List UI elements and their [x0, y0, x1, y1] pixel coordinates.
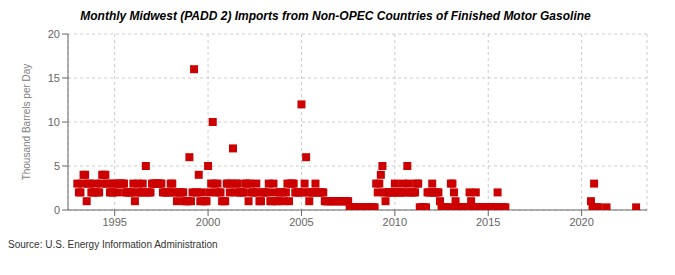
svg-text:2010: 2010	[383, 216, 407, 228]
svg-text:2000: 2000	[196, 216, 220, 228]
svg-text:1995: 1995	[102, 216, 126, 228]
svg-text:15: 15	[48, 72, 60, 84]
svg-text:2015: 2015	[476, 216, 500, 228]
html-text:Source: U.S. Energy Informatio: Source: U.S. Energy Information Administ…	[8, 239, 218, 250]
svg-text:2020: 2020	[569, 216, 593, 228]
svg-text:5: 5	[54, 160, 60, 172]
svg-text:Thousand Barrels per Day: Thousand Barrels per Day	[21, 64, 32, 181]
svg-text:20: 20	[48, 28, 60, 40]
svg-text:0: 0	[54, 204, 60, 216]
svg-text:2005: 2005	[289, 216, 313, 228]
svg-text:10: 10	[48, 116, 60, 128]
html-text:Monthly Midwest (PADD 2) Impor: Monthly Midwest (PADD 2) Imports from No…	[80, 9, 591, 23]
